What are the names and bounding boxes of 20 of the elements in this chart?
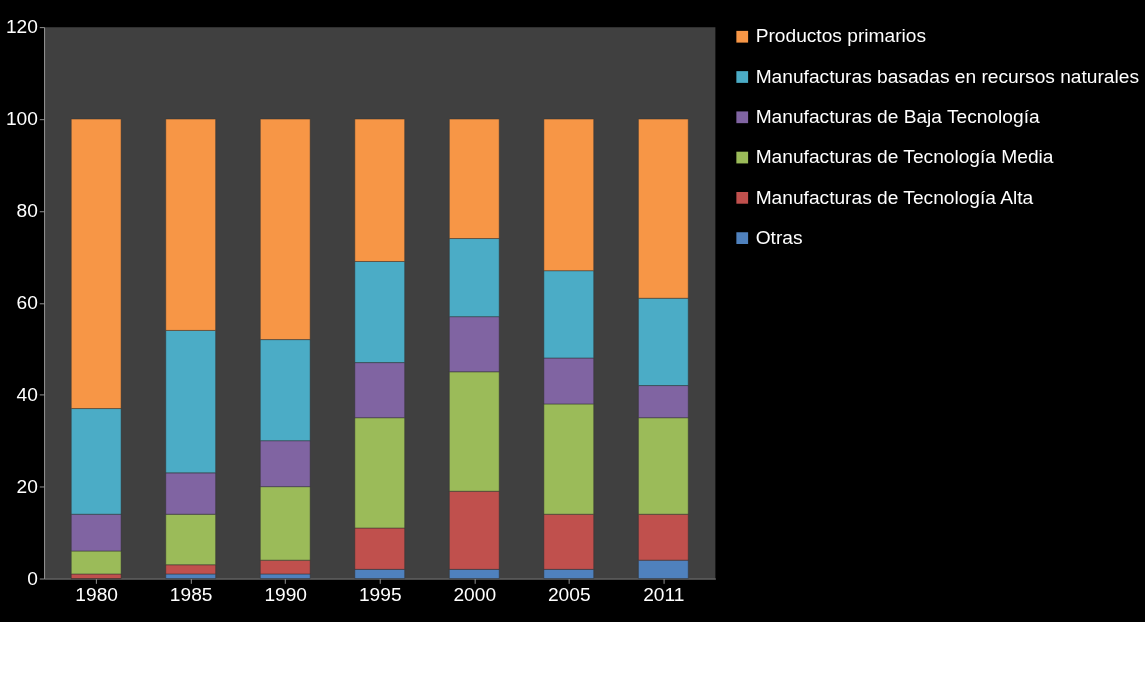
x-tick-label: 2005 bbox=[547, 584, 591, 606]
legend-label: Manufacturas basadas en recursos naturales bbox=[755, 65, 1140, 87]
legend-label: Manufacturas de Tecnología Alta bbox=[755, 186, 1034, 208]
y-tick-label: 80 bbox=[16, 200, 38, 222]
y-tick-label: 100 bbox=[5, 108, 38, 130]
x-tick-label: 1995 bbox=[358, 584, 402, 606]
x-tick-label: 1990 bbox=[264, 584, 308, 606]
x-tick-label: 2011 bbox=[643, 584, 685, 606]
legend-label: Manufacturas de Tecnología Media bbox=[755, 146, 1054, 168]
x-tick-label: 1980 bbox=[75, 584, 118, 606]
legend-label: Otras bbox=[755, 226, 803, 248]
legend-label: Productos primarios bbox=[755, 25, 927, 47]
y-tick-label: 120 bbox=[5, 16, 38, 38]
y-tick-label: 40 bbox=[16, 383, 38, 405]
y-tick-label: 60 bbox=[16, 292, 38, 314]
y-tick-label: 20 bbox=[16, 475, 38, 497]
x-tick-label: 1985 bbox=[169, 584, 213, 606]
x-tick-label: 2000 bbox=[453, 584, 497, 606]
legend-label: Manufacturas de Baja Tecnología bbox=[755, 106, 1040, 128]
y-tick-label: 0 bbox=[27, 567, 38, 589]
